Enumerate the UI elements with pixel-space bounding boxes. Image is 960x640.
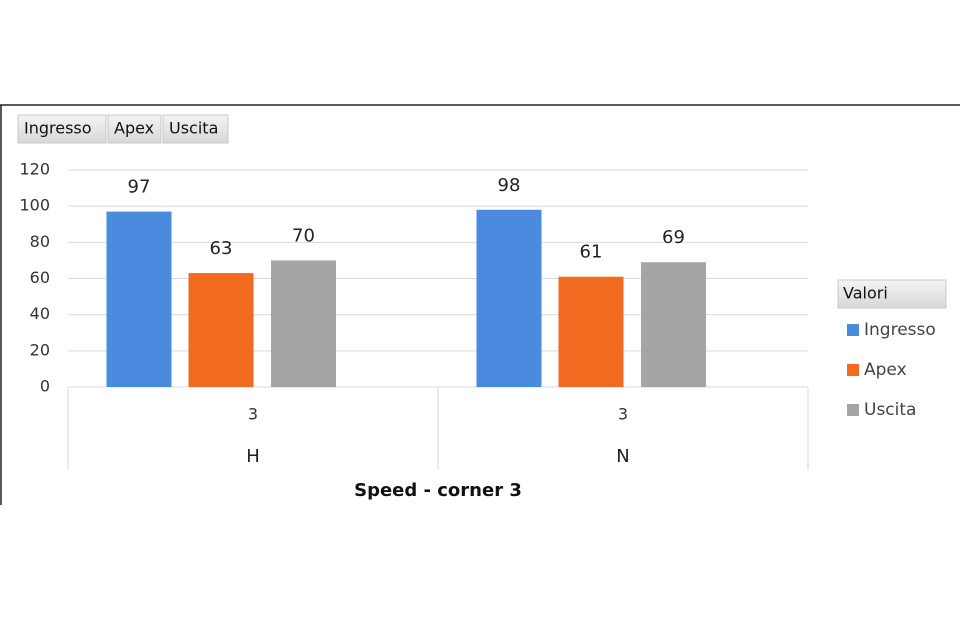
data-label: 70 [292,225,315,246]
y-tick-label: 60 [30,268,50,287]
field-button[interactable] [107,114,162,144]
y-tick-label: 100 [19,196,50,215]
legend-title[interactable]: Valori [843,284,888,303]
bar [641,262,706,387]
y-tick-label: 80 [30,232,50,251]
field-button-label[interactable]: Uscita [169,119,218,138]
y-tick-label: 40 [30,304,50,323]
bar [188,273,254,387]
legend-label: Apex [864,360,907,380]
x-group-label: H [246,446,260,467]
bar [271,260,336,387]
legend-label: Ingresso [864,320,936,340]
bar [558,276,624,387]
data-label: 69 [662,227,685,248]
legend-swatch [847,364,859,376]
bar [106,211,172,387]
x-group-label: N [616,446,629,467]
chart-title: Speed - corner 3 [354,480,522,501]
legend-swatch [847,404,859,416]
field-button[interactable] [162,114,229,144]
field-button[interactable] [17,114,107,144]
data-label: 97 [128,177,151,198]
y-tick-label: 20 [30,340,50,359]
bar [476,209,542,387]
legend-title-button[interactable] [837,279,947,309]
data-label: 98 [498,175,521,196]
field-button-label[interactable]: Apex [114,119,154,138]
field-button-label[interactable]: Ingresso [24,119,92,138]
y-tick-label: 0 [40,377,50,396]
legend-label: Uscita [864,400,916,420]
legend-swatch [847,324,859,336]
x-tick-label: 3 [248,405,258,424]
y-tick-label: 120 [19,160,50,179]
data-label: 63 [210,238,233,259]
x-tick-label: 3 [618,405,628,424]
data-label: 61 [580,242,603,263]
